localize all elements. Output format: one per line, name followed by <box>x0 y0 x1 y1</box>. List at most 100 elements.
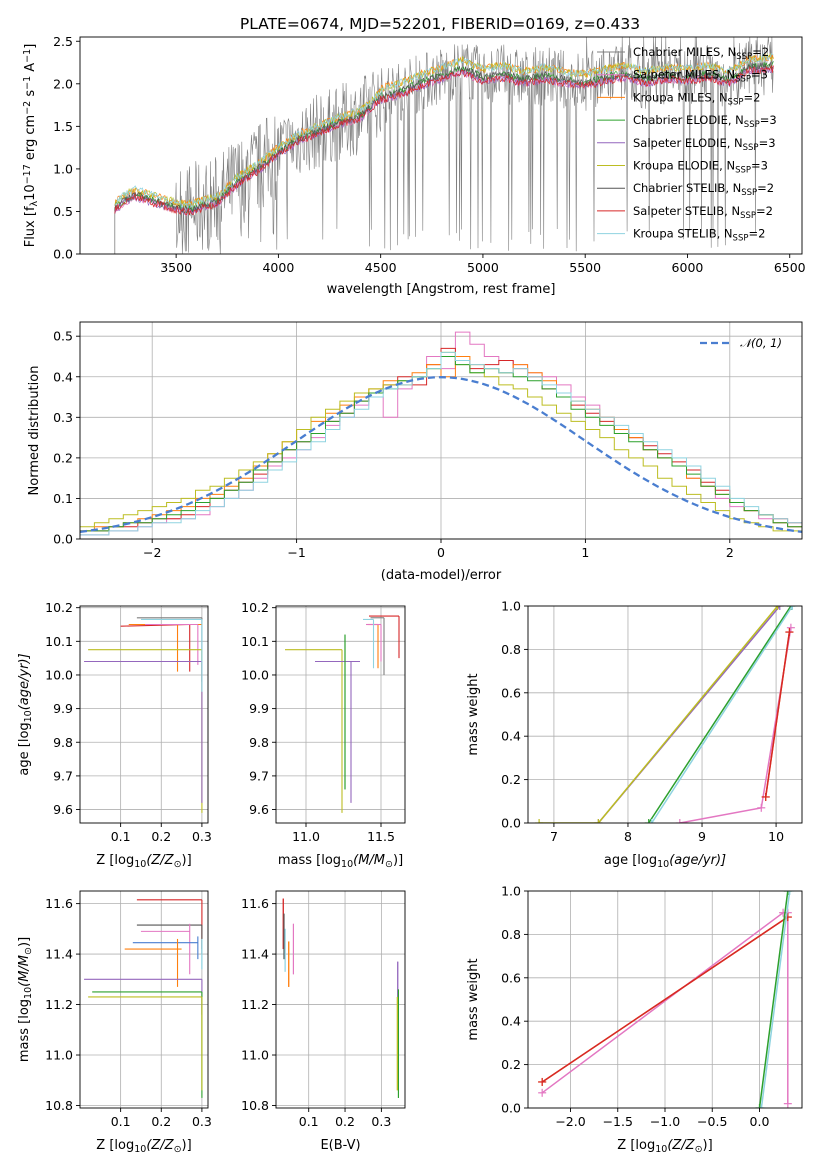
y-tick-label: 0.8 <box>501 642 521 657</box>
x-tick-label: 5000 <box>467 260 499 275</box>
spectrum-model-line <box>114 65 774 217</box>
y-tick-label: 0.2 <box>501 772 521 787</box>
spectrum-model-line <box>114 64 774 216</box>
x-tick-label: −0.5 <box>697 1114 727 1129</box>
y-tick-label: 0.4 <box>53 369 73 384</box>
y-tick-label: 0.0 <box>501 1101 521 1116</box>
y-tick-label: 10.1 <box>45 634 73 649</box>
label-part: 10 <box>23 184 38 201</box>
y-tick-label: 1.0 <box>501 599 521 614</box>
y-axis-label: mass weight <box>466 673 481 755</box>
x-tick-label: −1 <box>287 545 305 560</box>
x-tick-label: 3500 <box>160 260 192 275</box>
label-part: age [log <box>17 722 32 775</box>
label-part: −1 <box>22 49 33 63</box>
spectrum-model-line <box>114 52 774 208</box>
y-tick-label: 11.4 <box>45 947 73 962</box>
y-tick-label: 11.6 <box>241 896 269 911</box>
y-tick-label: 0.6 <box>501 685 521 700</box>
x-axis-label: Z [log10(Z/Z⊙)] <box>617 1138 712 1155</box>
label-part: Z [log <box>96 1138 134 1153</box>
weight-marker <box>644 819 653 823</box>
legend-tail: =2 <box>757 181 774 195</box>
x-tick-label: 0.3 <box>192 1114 212 1129</box>
mass-weight-vs-metallicity-panel: −2.0 −1.5 −1.0 −0.5 0.0 0.0 0.2 0.4 0.6 0.8 1.0 Z [… <box>466 884 803 1155</box>
legend-text: Salpeter STELIB, N <box>633 204 740 218</box>
label-part: −2 <box>22 101 33 115</box>
axes-frame <box>79 890 209 1109</box>
label-part: )] <box>703 1138 713 1153</box>
y-tick-label: 11.2 <box>241 997 269 1012</box>
axes: 7 8 9 10 0.0 0.2 0.4 0.6 0.8 1.0 <box>501 599 803 844</box>
legend-label: Chabrier STELIB, NSSP=2 <box>633 181 774 198</box>
weight-marker <box>783 891 792 895</box>
x-tick-label: 9 <box>698 829 706 844</box>
y-tick-label: 10.0 <box>45 667 73 682</box>
label-part: ⊙ <box>174 859 182 870</box>
weight-marker <box>788 606 797 610</box>
legend-label: Salpeter MILES, NSSP=3 <box>633 68 768 85</box>
x-tick-label: 0.1 <box>299 1114 319 1129</box>
legend-text: Salpeter ELODIE, N <box>633 136 743 150</box>
plot-area <box>80 331 802 536</box>
x-tick-label: 8 <box>624 829 632 844</box>
plot-area <box>538 891 794 1108</box>
axes: 3500 4000 4500 5000 5500 6000 6500 0.0 0.5 1.0 1.5… <box>53 34 806 275</box>
y-tick-label: 10.8 <box>45 1098 73 1113</box>
age-vs-metallicity-panel: 0.1 0.2 0.39.69.79.89.910.010.110.2Z [log1… <box>17 600 212 870</box>
y-tick-label: 9.6 <box>249 802 269 817</box>
label-part: (age/yr)] <box>17 653 32 710</box>
residual-histogram-panel: −2 −1 0 1 2 0.0 0.1 0.2 0.3 0.4 0.5 𝒩(0, 1) (data-mo… <box>27 321 803 583</box>
legend-label: Salpeter ELODIE, NSSP=3 <box>633 136 776 153</box>
label-part: 10 <box>134 859 146 870</box>
plot-area <box>285 615 400 813</box>
x-tick-label: 11.0 <box>292 829 320 844</box>
legend-tail: =3 <box>751 159 768 173</box>
label-part: A <box>23 63 38 76</box>
label-part: ⊙ <box>174 1144 182 1155</box>
x-tick-label: 7 <box>550 829 558 844</box>
x-tick-label: 0.2 <box>151 829 171 844</box>
y-tick-label: 0.6 <box>501 970 521 985</box>
legend-text: Kroupa MILES, N <box>633 90 728 104</box>
legend-sub: SSP <box>740 211 756 221</box>
weight-line <box>539 606 779 823</box>
y-tick-label: 10.8 <box>241 1098 269 1113</box>
plot-area <box>282 898 400 1098</box>
axes-frame <box>527 605 803 824</box>
label-part: ⊙ <box>23 947 34 955</box>
y-tick-label: 9.8 <box>249 735 269 750</box>
weight-marker <box>785 628 794 637</box>
x-axis-label: Z [log10(Z/Z⊙)] <box>96 853 191 870</box>
y-tick-label: 0.4 <box>501 1014 521 1029</box>
label-part: Z [log <box>96 853 134 868</box>
label-part: erg cm <box>23 115 38 164</box>
weight-marker <box>538 1088 547 1097</box>
legend-sub: SSP <box>728 97 744 107</box>
grid <box>276 606 405 823</box>
x-axis-label: mass [log10(M/M⊙)] <box>278 853 403 870</box>
legend-label: Kroupa STELIB, NSSP=2 <box>633 227 765 244</box>
grid <box>528 605 802 824</box>
y-axis-label: mass weight <box>466 958 481 1040</box>
plot-area <box>84 899 203 1098</box>
legend-sub: SSP <box>743 142 759 152</box>
weight-marker <box>755 1104 764 1108</box>
y-tick-label: 0.2 <box>53 450 73 465</box>
legend-label: Chabrier ELODIE, NSSP=3 <box>633 113 777 130</box>
x-tick-label: 0.2 <box>335 1114 355 1129</box>
legend-text: Chabrier MILES, N <box>633 45 736 59</box>
plot-area <box>114 37 774 254</box>
axes-frame <box>79 605 209 824</box>
gaussian-curve <box>80 376 802 534</box>
label-part: )] <box>17 937 32 947</box>
plot-area <box>84 617 203 813</box>
x-tick-label: 0.0 <box>750 1114 770 1129</box>
label-part: mass [log <box>17 999 32 1062</box>
axes: 0.1 0.2 0.3 10.8 11.0 11.2 11.4 11.6 <box>241 890 406 1129</box>
y-tick-label: 1.5 <box>53 119 73 134</box>
label-part: 10 <box>341 859 353 870</box>
label-part: (Z/Z <box>146 853 174 868</box>
y-tick-label: 9.6 <box>53 802 73 817</box>
weight-line <box>541 916 789 1083</box>
